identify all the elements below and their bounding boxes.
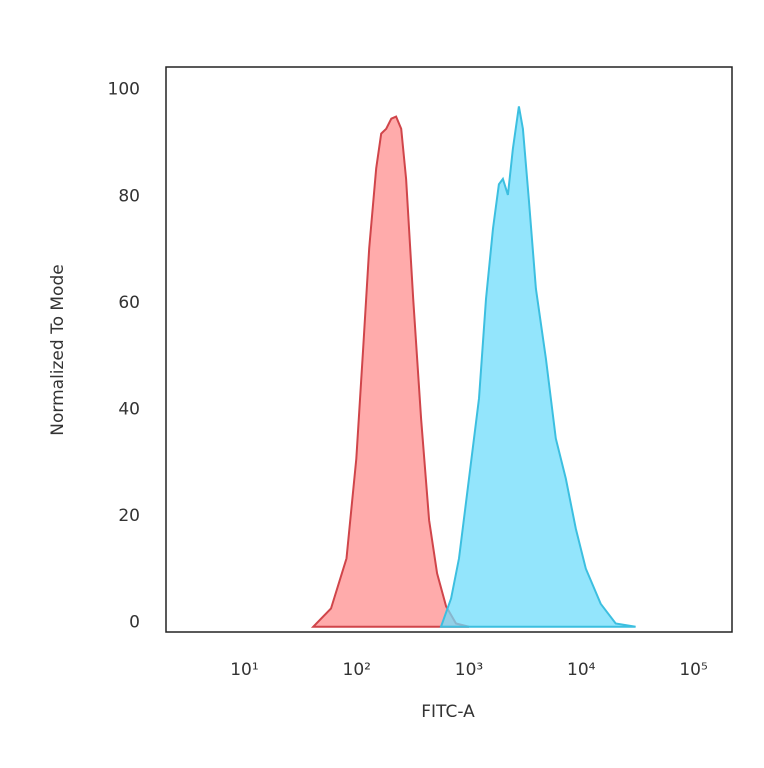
- y-tick-label: 100: [108, 80, 140, 100]
- y-tick-label: 40: [118, 399, 140, 419]
- x-axis-label: FITC-A: [421, 702, 475, 722]
- x-tick-label: 10¹: [230, 660, 258, 680]
- x-tick-label: 10³: [455, 660, 483, 680]
- x-tick-label: 10⁵: [679, 660, 707, 680]
- histogram-area: [310, 115, 470, 628]
- y-tick-label: 60: [118, 293, 140, 313]
- y-tick-label: 0: [129, 613, 140, 633]
- y-axis-label: Normalized To Mode: [48, 264, 68, 435]
- x-tick-label: 10⁴: [567, 660, 596, 680]
- histogram-area: [439, 106, 636, 628]
- y-tick-label: 80: [118, 186, 140, 206]
- y-tick-label: 20: [118, 506, 140, 526]
- x-tick-label: 10²: [343, 660, 371, 680]
- plot-frame: [165, 66, 733, 633]
